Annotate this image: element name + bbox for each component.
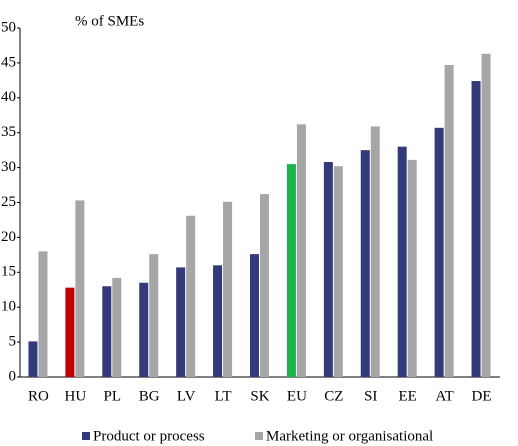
bar	[286, 164, 296, 377]
bar	[250, 254, 259, 377]
x-tick-label: LV	[177, 388, 196, 404]
bar	[370, 126, 380, 377]
bar	[333, 166, 343, 377]
y-tick-label: 40	[1, 89, 16, 105]
x-tick-label: AT	[435, 388, 453, 404]
x-tick-label: BG	[139, 388, 160, 404]
x-tick-label: SI	[364, 388, 377, 404]
legend-label: Product or process	[93, 428, 205, 444]
bar	[149, 254, 159, 377]
x-tick-label: EE	[399, 388, 417, 404]
y-tick-label: 20	[1, 229, 16, 245]
bar	[28, 341, 38, 377]
bar	[65, 287, 75, 377]
bar	[323, 162, 333, 377]
bar	[407, 159, 417, 377]
bar	[296, 124, 306, 377]
bar	[223, 201, 233, 377]
x-tick-label: SK	[250, 388, 269, 404]
y-tick-label: 0	[9, 368, 17, 384]
y-tick-label: 30	[1, 159, 16, 175]
y-tick-label: 5	[9, 334, 17, 350]
x-tick-label: RO	[28, 388, 49, 404]
legend-swatch	[255, 432, 263, 440]
y-tick-label: 50	[1, 19, 16, 35]
bar	[471, 81, 481, 377]
x-tick-label: LT	[215, 388, 232, 404]
bar	[444, 64, 454, 377]
x-tick-label: EU	[287, 388, 307, 404]
x-tick-label: CZ	[324, 388, 343, 404]
legend-label: Marketing or organisational	[266, 428, 433, 444]
y-tick-label: 10	[1, 299, 16, 315]
legend-swatch	[82, 432, 90, 440]
bar	[186, 215, 196, 377]
x-tick-label: HU	[65, 388, 87, 404]
bar	[360, 150, 370, 377]
bar	[139, 282, 149, 377]
annotation: % of SMEs	[75, 13, 144, 29]
bar	[481, 53, 491, 378]
bar	[434, 127, 444, 378]
bar	[75, 200, 85, 377]
x-tick-label: DE	[472, 388, 492, 404]
y-tick-label: 45	[1, 54, 16, 70]
bar	[213, 265, 223, 377]
y-tick-label: 15	[1, 264, 16, 280]
y-tick-label: 25	[1, 194, 16, 210]
bar	[102, 286, 112, 377]
bar	[38, 251, 48, 377]
bar	[260, 194, 269, 377]
bar	[112, 277, 122, 377]
y-tick-label: 35	[1, 124, 16, 140]
bar	[176, 267, 186, 377]
bar	[397, 146, 407, 377]
x-tick-label: PL	[104, 388, 122, 404]
